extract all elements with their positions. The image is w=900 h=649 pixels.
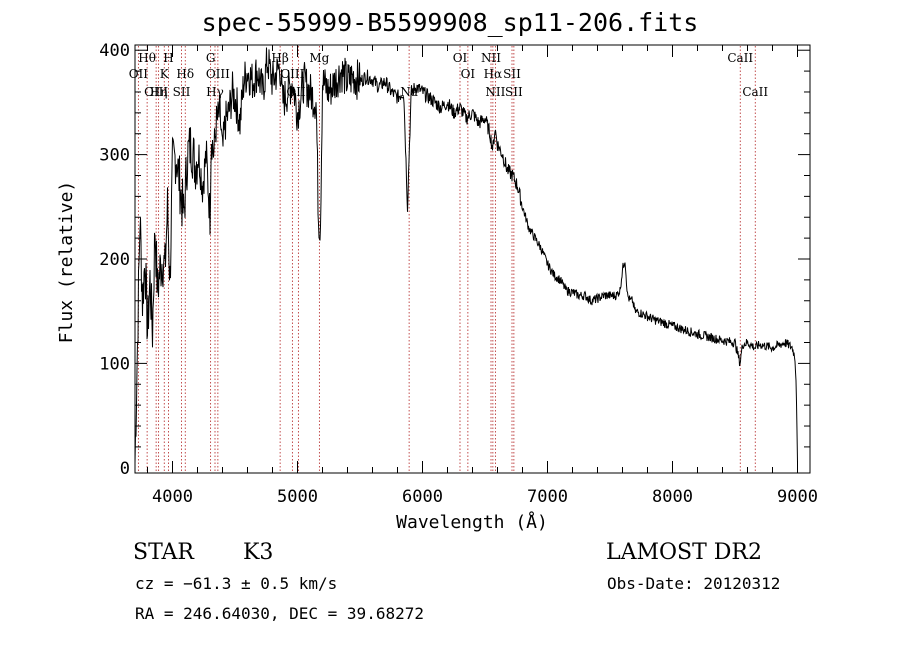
y-tick-label: 300 [99,146,130,166]
marker-label: NII [481,51,501,65]
marker-label: Hβ [271,51,288,65]
marker-label: OI [453,51,468,65]
marker-label: Hη [150,85,168,99]
marker-label: CaII [742,85,768,99]
spectrum-line [134,47,798,464]
marker-label: Hδ [176,67,194,81]
x-tick-label: 6000 [402,487,443,507]
object-class: STAR [133,540,194,565]
x-tick-label: 4000 [152,487,193,507]
marker-label: H [163,51,173,65]
marker-label: SII [173,85,191,99]
marker-label: OII [129,67,149,81]
y-tick-label: 100 [99,354,130,374]
marker-lines [137,46,756,472]
marker-label: Hγ [206,85,224,99]
marker-label: G [206,51,216,65]
x-tick-label: 8000 [652,487,693,507]
marker-label: SII [505,85,523,99]
redshift-value: cz = −61.3 ± 0.5 km/s [135,574,338,593]
x-axis-label: Wavelength (Å) [396,511,548,533]
marker-label: Na [400,85,418,99]
x-tick-label: 7000 [527,487,568,507]
marker-label: OI [461,67,476,81]
object-subclass: K3 [243,540,274,565]
marker-label: Mg [309,51,329,65]
marker-label: K [160,67,170,81]
chart-title: spec-55999-B5599908_sp11-206.fits [201,8,699,37]
sky-coordinates: RA = 246.64030, DEC = 39.68272 [135,604,424,623]
y-axis: 0 100 200 300 400 [99,41,810,479]
marker-label: SII [503,67,521,81]
marker-label: Hα [484,67,503,81]
survey-name: LAMOST DR2 [606,540,762,565]
x-tick-label: 9000 [777,487,818,507]
marker-label: OIII [144,85,168,99]
marker-label: OIII [206,67,230,81]
marker-label: OIII [280,67,304,81]
y-tick-label: 200 [99,250,130,270]
y-tick-label: 0 [120,459,130,479]
y-axis-label: Flux (relative) [56,181,77,344]
observation-date: Obs-Date: 20120312 [607,574,781,593]
marker-label: NII [485,85,505,99]
marker-label: CaII [727,51,753,65]
x-tick-label: 5000 [277,487,318,507]
x-axis: 4000 5000 6000 7000 8000 9000 [147,45,818,507]
marker-label: Hθ [138,51,156,65]
y-tick-label: 400 [99,41,130,61]
